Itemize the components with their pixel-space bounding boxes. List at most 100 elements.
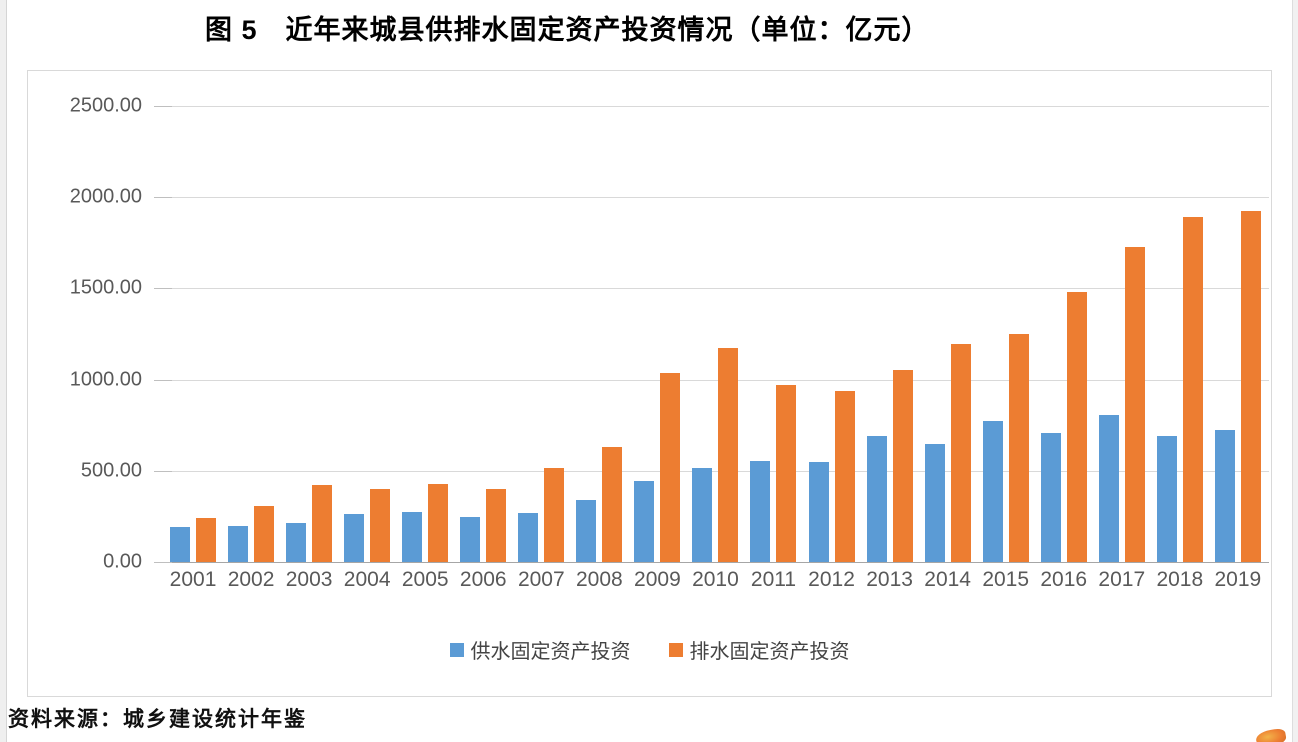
gridline [154,197,1269,199]
x-axis-label-2009: 2009 [634,568,681,591]
bar-group-2001 [164,106,222,562]
bar-group-2006 [454,106,512,562]
bar-group-2010 [686,106,744,562]
x-axis-label-2011: 2011 [750,568,797,591]
bar-供水固定资产投资-2014 [924,444,945,562]
bar-排水固定资产投资-2007 [544,468,565,562]
bar-group-2018 [1151,106,1209,562]
x-axis-label-2007: 2007 [517,568,565,591]
x-axis-label-2004: 2004 [343,568,391,591]
gridline [154,288,1269,290]
plot-area [154,106,1269,562]
bar-group-2011 [744,106,802,562]
axis-tick-mark [154,562,172,563]
x-axis-label-2019: 2019 [1214,568,1262,591]
bar-供水固定资产投资-2010 [692,468,713,562]
bar-供水固定资产投资-2004 [344,513,365,562]
y-axis-tick-label: 1000.00 [69,368,142,391]
x-axis-label-2018: 2018 [1156,568,1204,591]
axis-tick-mark [154,106,172,107]
bar-group-2002 [222,106,280,562]
bar-group-2012 [803,106,861,562]
bar-供水固定资产投资-2016 [1040,433,1061,562]
legend-label: 供水固定资产投资 [470,641,631,663]
bar-排水固定资产投资-2005 [428,483,449,562]
bar-排水固定资产投资-2012 [834,391,855,562]
axis-tick-mark [154,197,172,199]
bar-排水固定资产投资-2018 [1182,217,1203,562]
x-axis-label-2016: 2016 [1040,568,1088,591]
orange-corner-watermark [1254,727,1288,742]
bar-供水固定资产投资-2015 [982,420,1003,562]
bar-group-2015 [977,106,1035,562]
bar-供水固定资产投资-2011 [750,460,771,562]
bar-供水固定资产投资-2017 [1098,415,1119,562]
y-axis-tick-label: 1500.00 [69,276,142,299]
bar-供水固定资产投资-2006 [460,517,481,562]
bar-供水固定资产投资-2002 [228,526,249,562]
page-right-edge [1292,0,1298,742]
bar-group-2014 [919,106,977,562]
bar-group-2013 [861,106,919,562]
x-axis: 2001 2002 2003 2004 2005 2006 2007 2008 2009 2010… [154,568,1269,592]
bar-排水固定资产投资-2017 [1124,247,1145,562]
bar-供水固定资产投资-2013 [866,436,887,562]
legend: 供水固定资产投资 排水固定资产投资 [28,635,1271,664]
x-axis-label-2013: 2013 [866,568,913,591]
gridline [154,379,1269,381]
chart-title: 图 5 近年来城县供排水固定资产投资情况（单位：亿元） [205,15,930,45]
legend-swatch-icon [449,642,464,657]
bar-排水固定资产投资-2003 [312,485,333,562]
bar-group-2005 [396,106,454,562]
x-axis-label-2010: 2010 [692,568,739,591]
bar-排水固定资产投资-2016 [1066,292,1087,562]
bar-group-2009 [628,106,686,562]
bar-group-2004 [338,106,396,562]
x-axis-label-2012: 2012 [808,568,855,591]
bar-排水固定资产投资-2009 [660,373,681,562]
x-axis-label-2001: 2001 [169,568,217,591]
bar-排水固定资产投资-2015 [1008,334,1029,562]
bar-group-2016 [1035,106,1093,562]
bar-供水固定资产投资-2019 [1214,429,1235,562]
x-axis-baseline [154,562,1269,563]
y-axis-tick-label: 500.00 [80,459,142,482]
bar-排水固定资产投资-2019 [1240,210,1261,562]
bar-排水固定资产投资-2008 [602,447,623,562]
bar-排水固定资产投资-2013 [892,369,913,562]
bar-供水固定资产投资-2007 [518,512,539,562]
bar-排水固定资产投资-2011 [776,385,797,562]
legend-item: 供水固定资产投资 [449,635,631,664]
page-left-edge [0,0,7,742]
bar-排水固定资产投资-2002 [254,506,275,562]
bar-供水固定资产投资-2005 [402,511,423,562]
bar-排水固定资产投资-2006 [486,489,507,562]
y-axis-tick-label: 0.00 [103,550,142,573]
y-axis-tick-label: 2500.00 [69,94,142,117]
bar-供水固定资产投资-2012 [808,461,829,562]
bar-排水固定资产投资-2014 [950,344,971,562]
x-axis-label-2015: 2015 [982,568,1030,591]
axis-tick-mark [154,470,172,472]
legend-swatch-icon [668,642,683,657]
axis-tick-mark [154,288,172,290]
source-note: 资料来源：城乡建设统计年鉴 [8,707,307,731]
gridline [154,106,1269,107]
x-axis-label-2006: 2006 [459,568,507,591]
bar-排水固定资产投资-2001 [196,518,217,562]
x-axis-label-2002: 2002 [227,568,275,591]
bar-供水固定资产投资-2009 [634,480,655,562]
bar-供水固定资产投资-2001 [170,527,191,562]
x-axis-label-2014: 2014 [924,568,971,591]
bar-排水固定资产投资-2010 [718,347,739,562]
legend-item: 排水固定资产投资 [668,635,850,664]
bar-供水固定资产投资-2003 [286,522,307,562]
axis-tick-mark [154,379,172,381]
bar-group-2008 [570,106,628,562]
bar-group-2019 [1209,106,1267,562]
y-axis-tick-label: 2000.00 [69,185,142,208]
bar-供水固定资产投资-2008 [576,499,597,562]
x-axis-label-2017: 2017 [1098,568,1146,591]
x-axis-label-2008: 2008 [575,568,623,591]
